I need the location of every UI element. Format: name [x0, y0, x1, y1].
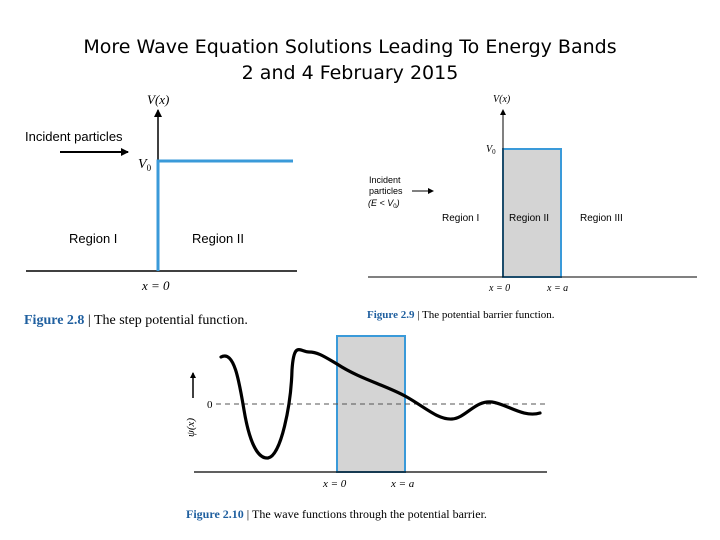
fig210-caption: Figure 2.10 | The wave functions through…: [186, 507, 487, 522]
fig29-ylabel: V(x): [493, 94, 511, 105]
fig29-caption-number: Figure 2.9: [367, 309, 415, 321]
fig28-caption-text: The step potential function.: [93, 313, 248, 328]
fig29-barrier: [502, 148, 562, 278]
fig29-region1-label: Region I: [442, 213, 479, 224]
fig28-caption-number: Figure 2.8: [24, 313, 85, 328]
fig28-caption: Figure 2.8 | The step potential function…: [24, 313, 248, 329]
fig210-ylabel: ψ(x): [185, 418, 197, 437]
fig28-caption-separator: |: [87, 313, 91, 328]
title-line-1: More Wave Equation Solutions Leading To …: [83, 36, 617, 58]
fig29-caption-separator: |: [417, 309, 420, 321]
fig29-caption-text: The potential barrier function.: [421, 309, 555, 321]
fig210-x0-label: x = 0: [322, 478, 347, 490]
fig28-step-potential: [156, 159, 293, 271]
figure-2-8: V(x) Incident particles V0 Region I Regi…: [25, 92, 297, 293]
fig28-incident-label: Incident particles: [25, 129, 123, 144]
title-line-2: 2 and 4 February 2015: [241, 62, 459, 84]
slide-title: More Wave Equation Solutions Leading To …: [0, 34, 700, 86]
fig210-caption-text: The wave functions through the potential…: [251, 507, 487, 521]
fig28-v0-label: V0: [138, 157, 152, 173]
fig210-caption-separator: |: [246, 507, 250, 521]
fig28-ylabel: V(x): [147, 92, 169, 107]
fig210-wave-function: [219, 348, 542, 460]
fig28-region1-label: Region I: [69, 231, 117, 246]
fig29-x0-label: x = 0: [488, 283, 510, 294]
fig29-xa-label: x = a: [546, 283, 568, 294]
fig210-caption-number: Figure 2.10: [186, 507, 244, 521]
fig28-region2-label: Region II: [192, 231, 244, 246]
fig29-region3-label: Region III: [580, 213, 623, 224]
fig29-v0-label: V0: [486, 144, 496, 156]
fig29-incident-line3: (E < V0): [368, 198, 400, 210]
fig210-zero-label: 0: [207, 399, 213, 411]
fig28-x-label: x = 0: [141, 278, 170, 293]
fig29-incident-line2: particles: [369, 186, 403, 196]
figure-2-9: V(x) V0 Incident particles (E < V0) Regi…: [368, 94, 697, 294]
fig29-incident-line1: Incident: [369, 175, 401, 185]
fig210-xa-label: x = a: [390, 478, 415, 490]
fig29-caption: Figure 2.9 | The potential barrier funct…: [367, 309, 555, 321]
figure-2-10: 0 ψ(x) x = 0 x = a: [185, 335, 547, 490]
fig29-region2-label: Region II: [509, 213, 549, 224]
